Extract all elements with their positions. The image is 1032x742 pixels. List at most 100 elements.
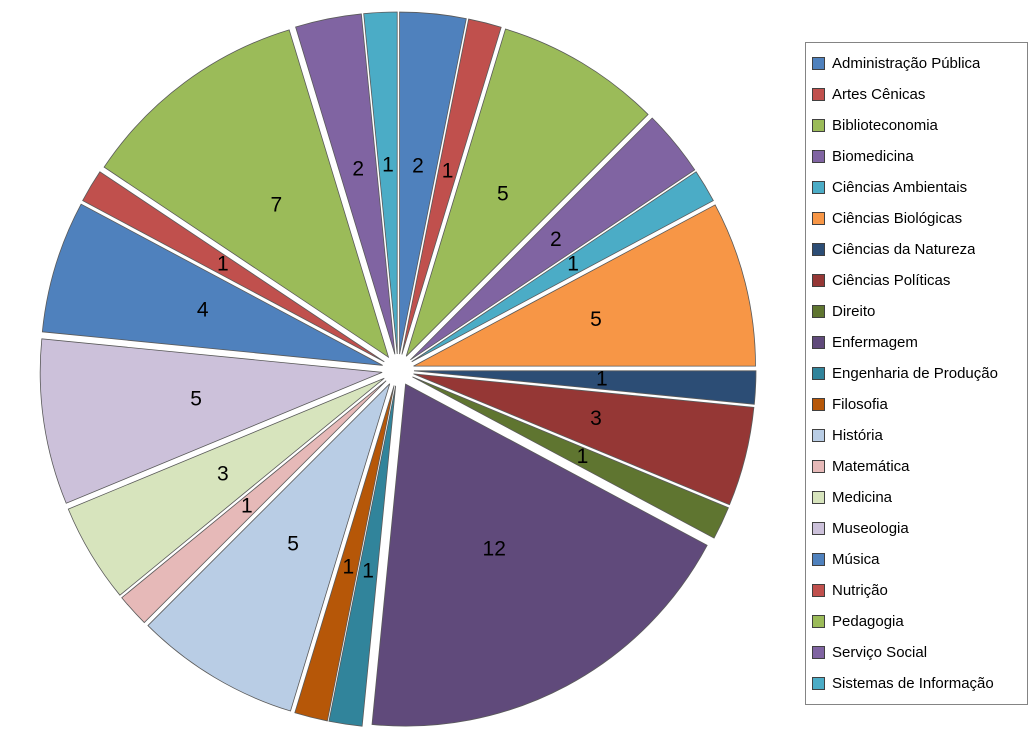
legend-swatch-ciencias-politicas bbox=[812, 274, 825, 287]
pie-slice-ciencias-biologicas bbox=[413, 204, 756, 367]
pie-slice-medicina bbox=[67, 377, 385, 596]
legend-item-matematica: Matemática bbox=[812, 451, 1023, 482]
legend-swatch-administracao-publica bbox=[812, 57, 825, 70]
legend-label: História bbox=[832, 427, 883, 444]
legend-label: Medicina bbox=[832, 489, 893, 506]
legend-label: Matemática bbox=[832, 458, 910, 475]
pie-slice-ciencias-politicas bbox=[413, 373, 755, 506]
slice-value-label-biblioteconomia: 5 bbox=[497, 182, 509, 205]
slice-value-label-direito: 1 bbox=[577, 445, 589, 468]
legend-swatch-servico-social bbox=[812, 646, 825, 659]
pie-slice-administracao-publica bbox=[399, 11, 467, 355]
slice-value-label-pedagogia: 7 bbox=[271, 194, 283, 217]
legend-swatch-ciencias-ambientais bbox=[812, 181, 825, 194]
legend-swatch-direito bbox=[812, 305, 825, 318]
slice-value-label-medicina: 3 bbox=[217, 462, 229, 485]
slice-value-label-filosofia: 1 bbox=[343, 556, 355, 579]
legend-swatch-matematica bbox=[812, 460, 825, 473]
legend-swatch-museologia bbox=[812, 522, 825, 535]
legend-swatch-ciencias-da-natureza bbox=[812, 243, 825, 256]
slice-value-label-administracao-publica: 2 bbox=[412, 154, 424, 177]
pie-slice-ciencias-da-natureza bbox=[413, 370, 757, 405]
slice-value-label-nutricao: 1 bbox=[217, 253, 229, 276]
legend-item-pedagogia: Pedagogia bbox=[812, 606, 1023, 637]
slice-value-label-musica: 4 bbox=[197, 298, 209, 321]
slice-value-label-ciencias-biologicas: 5 bbox=[590, 308, 602, 331]
legend-item-historia: História bbox=[812, 420, 1023, 451]
legend-item-biblioteconomia: Biblioteconomia bbox=[812, 110, 1023, 141]
legend-item-medicina: Medicina bbox=[812, 482, 1023, 513]
legend-label: Ciências Biológicas bbox=[832, 210, 963, 227]
slice-value-label-matematica: 1 bbox=[241, 495, 253, 518]
legend-label: Direito bbox=[832, 303, 876, 320]
pie-slice-biomedicina bbox=[410, 117, 696, 361]
legend-item-biomedicina: Biomedicina bbox=[812, 141, 1023, 172]
legend-item-ciencias-ambientais: Ciências Ambientais bbox=[812, 172, 1023, 203]
legend-swatch-artes-cenicas bbox=[812, 88, 825, 101]
legend-item-nutricao: Nutrição bbox=[812, 575, 1023, 606]
legend-swatch-enfermagem bbox=[812, 336, 825, 349]
legend-label: Sistemas de Informação bbox=[832, 675, 994, 692]
pie-slice-musica bbox=[41, 203, 383, 366]
legend-swatch-musica bbox=[812, 553, 825, 566]
legend-item-administracao-publica: Administração Pública bbox=[812, 48, 1023, 79]
slice-value-label-ciencias-ambientais: 1 bbox=[567, 253, 579, 276]
legend-label: Biomedicina bbox=[832, 148, 914, 165]
pie-slice-matematica bbox=[121, 380, 387, 624]
legend-swatch-sistemas-de-informacao bbox=[812, 677, 825, 690]
legend-label: Ciências da Natureza bbox=[832, 241, 976, 258]
legend-item-filosofia: Filosofia bbox=[812, 389, 1023, 420]
pie-slice-engenharia-de-producao bbox=[328, 385, 397, 727]
legend-label: Serviço Social bbox=[832, 644, 928, 661]
pie-slice-direito bbox=[412, 376, 729, 539]
legend-swatch-biomedicina bbox=[812, 150, 825, 163]
legend-item-ciencias-da-natureza: Ciências da Natureza bbox=[812, 234, 1023, 265]
legend-label: Nutrição bbox=[832, 582, 888, 599]
pie-slice-biblioteconomia bbox=[405, 28, 649, 357]
slice-value-label-ciencias-politicas: 3 bbox=[590, 407, 602, 430]
legend-swatch-medicina bbox=[812, 491, 825, 504]
pie-slice-ciencias-ambientais bbox=[411, 171, 714, 363]
legend-item-engenharia-de-producao: Engenharia de Produção bbox=[812, 358, 1023, 389]
legend-item-servico-social: Serviço Social bbox=[812, 637, 1023, 668]
legend-item-enfermagem: Enfermagem bbox=[812, 327, 1023, 358]
slice-value-label-sistemas-de-informacao: 1 bbox=[382, 154, 394, 177]
legend-item-ciencias-biologicas: Ciências Biológicas bbox=[812, 203, 1023, 234]
legend-item-ciencias-politicas: Ciências Políticas bbox=[812, 265, 1023, 296]
pie-slice-nutricao bbox=[82, 171, 385, 363]
legend-label: Pedagogia bbox=[832, 613, 904, 630]
legend-label: Filosofia bbox=[832, 396, 888, 413]
slice-value-label-biomedicina: 2 bbox=[550, 228, 562, 251]
pie-slice-enfermagem bbox=[371, 383, 708, 727]
legend-label: Artes Cênicas bbox=[832, 86, 926, 103]
legend-label: Administração Pública bbox=[832, 55, 981, 72]
legend-swatch-biblioteconomia bbox=[812, 119, 825, 132]
legend-label: Museologia bbox=[832, 520, 909, 537]
slice-value-label-engenharia-de-producao: 1 bbox=[362, 559, 374, 582]
pie-slice-historia bbox=[147, 383, 391, 712]
pie-slice-artes-cenicas bbox=[401, 18, 502, 355]
pie-slice-pedagogia bbox=[103, 29, 390, 359]
chart-legend: Administração Pública Artes Cênicas Biblio… bbox=[805, 42, 1028, 705]
legend-item-direito: Direito bbox=[812, 296, 1023, 327]
pie-slice-sistemas-de-informacao bbox=[363, 11, 398, 355]
legend-swatch-pedagogia bbox=[812, 615, 825, 628]
slice-value-label-enfermagem: 12 bbox=[483, 538, 506, 561]
legend-label: Música bbox=[832, 551, 880, 568]
legend-swatch-nutricao bbox=[812, 584, 825, 597]
legend-swatch-ciencias-biologicas bbox=[812, 212, 825, 225]
legend-label: Ciências Ambientais bbox=[832, 179, 968, 196]
legend-item-musica: Música bbox=[812, 544, 1023, 575]
legend-swatch-historia bbox=[812, 429, 825, 442]
legend-swatch-engenharia-de-producao bbox=[812, 367, 825, 380]
legend-label: Ciências Políticas bbox=[832, 272, 951, 289]
pie-slice-servico-social bbox=[295, 13, 396, 355]
legend-swatch-filosofia bbox=[812, 398, 825, 411]
legend-item-artes-cenicas: Artes Cênicas bbox=[812, 79, 1023, 110]
slice-value-label-servico-social: 2 bbox=[352, 157, 364, 180]
legend-label: Enfermagem bbox=[832, 334, 918, 351]
pie-slice-filosofia bbox=[294, 385, 395, 722]
slice-value-label-artes-cenicas: 1 bbox=[442, 160, 454, 183]
